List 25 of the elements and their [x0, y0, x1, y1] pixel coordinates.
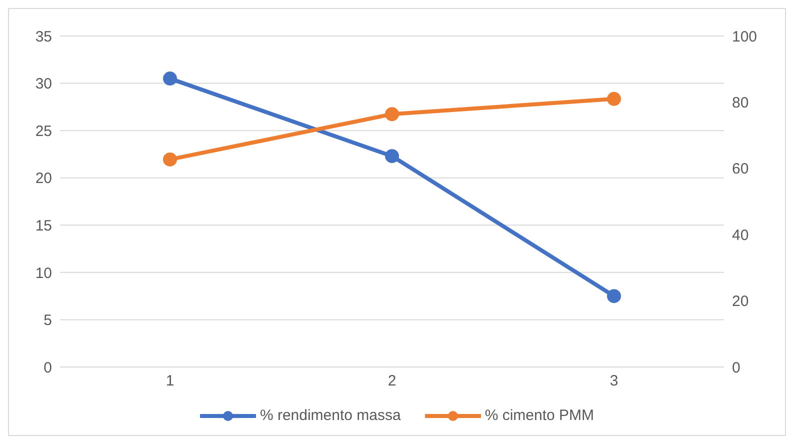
point [385, 149, 399, 164]
y2-tick-label: 20 [732, 293, 749, 310]
y-tick-label: 5 [44, 312, 52, 330]
x-tick-label: 1 [166, 372, 174, 390]
y-tick-label: 20 [35, 170, 52, 188]
y-tick-label: 30 [35, 76, 52, 93]
point [163, 152, 177, 166]
y2-tick-label: 100 [732, 28, 758, 46]
y-tick-label: 15 [35, 217, 52, 234]
y-tick-label: 10 [35, 264, 52, 282]
x-tick-label: 2 [388, 372, 396, 390]
y2-tick-label: 0 [732, 359, 740, 376]
y2-tick-label: 40 [732, 226, 749, 244]
y-tick-label: 25 [35, 122, 52, 140]
y2-tick-label: 60 [732, 160, 749, 178]
point [607, 92, 621, 106]
y2-tick-label: 80 [732, 94, 749, 112]
x-tick-label: 3 [610, 372, 618, 390]
point [163, 72, 177, 86]
y-tick-label: 0 [44, 359, 52, 376]
point [607, 289, 621, 304]
legend-label: % cimento PMM [484, 407, 594, 424]
y-tick-label: 35 [35, 28, 52, 46]
legend-label: % rendimento massa [260, 407, 401, 424]
point [385, 107, 399, 122]
